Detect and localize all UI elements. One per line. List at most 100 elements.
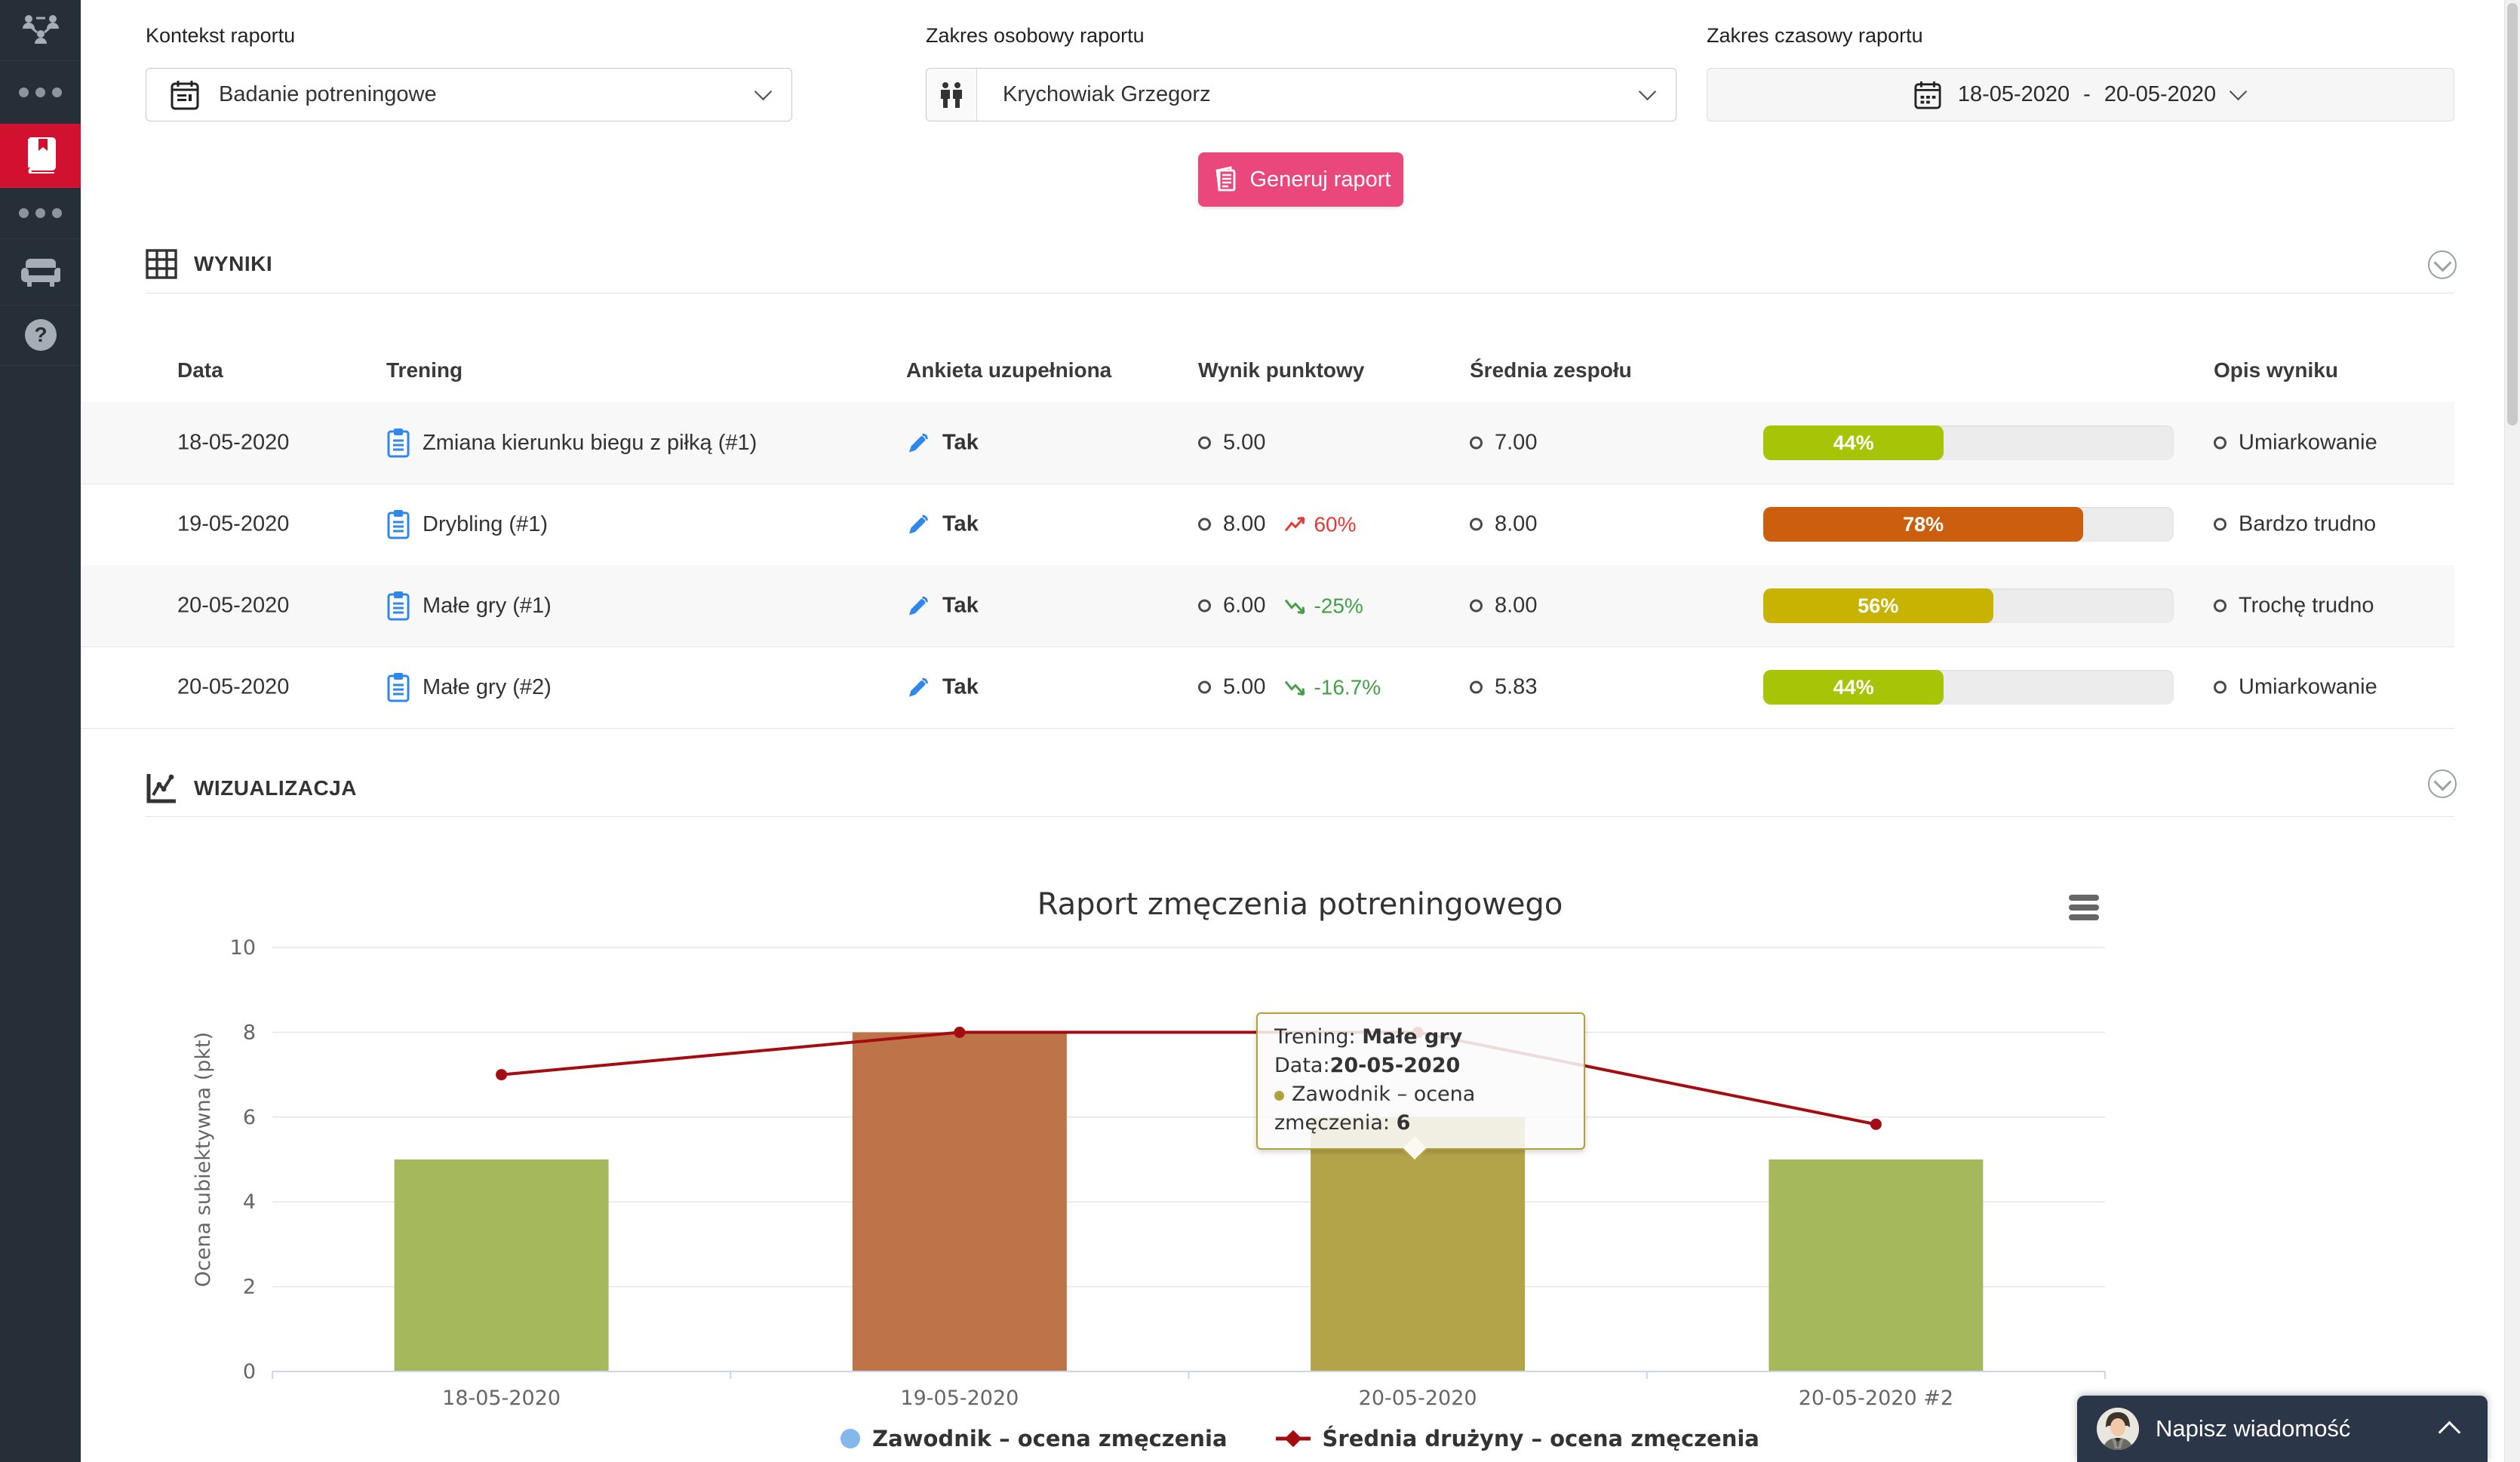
time-filter-dropdown[interactable]: 18-05-2020 - 20-05-2020 [1707,68,2454,121]
reports-book-icon [23,137,58,174]
bullet-icon [1198,436,1211,450]
survey-value: Tak [942,511,979,536]
row-date: 18-05-2020 [177,430,290,455]
svg-text:8: 8 [243,1021,256,1044]
calendar-icon [1914,80,1941,110]
difficulty-progressbar: 44% [1763,425,2174,460]
sidebar-item-help[interactable]: ? [0,305,81,366]
generate-report-label: Generuj raport [1249,167,1391,192]
chart-menu-icon[interactable] [2069,895,2099,920]
legend-item-team-average[interactable]: Średnia drużyny – ocena zmęczenia [1275,1426,1759,1451]
column-header-training: Trening [386,358,463,382]
clipboard-icon [386,672,410,702]
person-filter-dropdown[interactable]: Krychowiak Grzegorz [926,68,1676,121]
table-row[interactable]: 18-05-2020 Zmiana kierunku biegu z piłką… [81,402,2454,484]
description-value: Trochę trudno [2239,593,2374,618]
svg-text:Ocena subiektywna (pkt): Ocena subiektywna (pkt) [192,1032,215,1287]
time-filter-to: 20-05-2020 [2104,82,2217,106]
context-filter-dropdown[interactable]: Badanie potreningowe [146,68,792,121]
sidebar-item-reports[interactable] [0,124,81,188]
training-name: Małe gry (#1) [423,593,552,618]
chart-title: Raport zmęczenia potreningowego [1037,887,1563,922]
bullet-icon [1198,680,1211,694]
visualization-collapse-button[interactable] [2428,769,2457,798]
armchair-icon [20,256,60,287]
legend-item-player[interactable]: Zawodnik – ocena zmęczenia [841,1426,1228,1451]
trend-indicator: -16.7% [1283,675,1381,699]
team-avg-value: 8.00 [1495,511,1538,536]
page-scrollbar[interactable] [2504,0,2520,1462]
survey-value: Tak [942,593,979,618]
description-value: Umiarkowanie [2239,674,2377,699]
trend-indicator: -25% [1283,594,1363,618]
chat-label: Napisz wiadomość [2156,1415,2351,1442]
sidebar-item-lounge[interactable] [0,238,81,306]
progress-label: 44% [1833,675,1874,699]
score-value: 5.00 [1223,674,1266,699]
person-filter-label: Zakres osobowy raportu [926,24,1145,47]
bullet-icon [1470,436,1483,450]
bullet-icon [2214,599,2227,613]
progress-label: 44% [1833,431,1874,454]
score-value: 6.00 [1223,593,1266,618]
difficulty-progressbar: 44% [1763,670,2174,705]
column-header-survey: Ankieta uzupełniona [906,358,1112,382]
survey-value: Tak [942,430,979,455]
report-icon [1211,166,1238,193]
column-header-description: Opis wyniku [2214,358,2338,382]
pencil-icon [906,594,930,618]
tooltip-date-value: 20-05-2020 [1329,1054,1461,1077]
table-row[interactable]: 20-05-2020 Małe gry (#1) Tak 6.00 -25% 8.… [81,565,2454,647]
context-filter-label: Kontekst raportu [146,24,296,47]
sidebar-item-team-structure[interactable] [0,0,81,61]
help-icon: ? [23,318,58,352]
results-section-title: WYNIKI [194,252,273,275]
table-row[interactable]: 20-05-2020 Małe gry (#2) Tak 5.00 -16.7% … [81,647,2454,729]
tooltip-series-value: 6 [1396,1111,1411,1135]
chart-legend: Zawodnik – ocena zmęczenia Średnia druży… [146,1426,2454,1451]
survey-value: Tak [942,674,979,699]
team-avg-value: 5.83 [1495,674,1538,699]
pencil-icon [906,431,930,455]
tooltip-date-label: Data: [1274,1054,1330,1077]
column-header-score: Wynik punktowy [1198,358,1365,382]
results-collapse-button[interactable] [2428,250,2457,279]
table-row[interactable]: 19-05-2020 Drybling (#1) Tak 8.00 60% 8.0… [81,484,2454,566]
svg-text:4: 4 [243,1190,256,1214]
progress-label: 56% [1858,594,1899,617]
avatar [2097,1408,2139,1450]
bullet-icon [1470,599,1483,613]
tooltip-training-label: Trening: [1274,1025,1363,1049]
svg-text:10: 10 [230,936,256,960]
svg-text:19-05-2020: 19-05-2020 [900,1387,1019,1410]
visualization-section-title: WIZUALIZACJA [194,776,357,800]
svg-text:6: 6 [243,1106,256,1129]
chat-widget-button[interactable]: Napisz wiadomość [2077,1396,2488,1462]
score-value: 5.00 [1223,430,1266,455]
svg-text:18-05-2020: 18-05-2020 [442,1387,561,1410]
tooltip-series-label: Zawodnik – ocena zmęczenia: [1274,1083,1476,1135]
bullet-icon [2214,436,2227,450]
bullet-icon [1198,518,1211,531]
time-filter-label: Zakres czasowy raportu [1707,24,1923,47]
svg-text:20-05-2020: 20-05-2020 [1359,1387,1477,1410]
svg-text:2: 2 [243,1276,256,1299]
clipboard-icon [386,509,410,539]
clipboard-icon [386,428,410,458]
pencil-icon [906,675,930,699]
legend-label: Zawodnik – ocena zmęczenia [872,1426,1228,1451]
scrollbar-thumb[interactable] [2507,3,2518,425]
results-section-header: WYNIKI [146,249,272,279]
team-structure-icon [21,14,60,47]
bullet-icon [1470,518,1483,531]
tooltip-training-value: Małe gry [1362,1025,1463,1049]
description-value: Bardzo trudno [2239,511,2377,536]
column-header-date: Data [177,358,223,382]
row-date: 20-05-2020 [177,593,290,618]
chevron-up-icon [2438,1421,2461,1443]
time-filter-separator: - [2083,82,2091,106]
sidebar-item-menu-2[interactable] [0,187,81,239]
score-value: 8.00 [1223,511,1266,536]
generate-report-button[interactable]: Generuj raport [1198,152,1403,207]
